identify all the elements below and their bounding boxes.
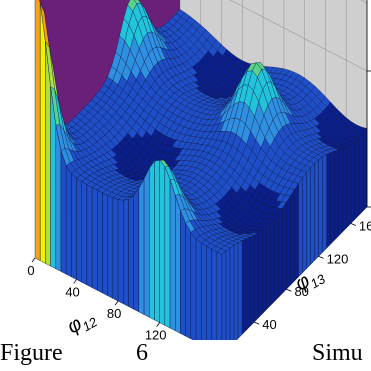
surface-side xyxy=(322,154,327,253)
surface-side xyxy=(274,213,279,303)
surface-mesh xyxy=(34,0,368,356)
x-axis-label: φ12 xyxy=(64,305,101,341)
y-tick-label: 120 xyxy=(327,251,349,266)
x-tick-mark xyxy=(73,279,77,284)
caption-figure-number: 6 xyxy=(136,340,148,366)
x-tick-mark xyxy=(114,300,119,306)
x-tick-label: 80 xyxy=(107,306,121,321)
surface-side xyxy=(185,222,192,340)
z-axis-ticks: 0.00.20.4 xyxy=(366,0,371,208)
surface-side xyxy=(123,199,129,307)
surface-side xyxy=(138,178,145,315)
caption-figure-word: Figure xyxy=(0,340,63,366)
surface-side xyxy=(262,227,267,315)
surface-side xyxy=(180,210,186,337)
surface-side xyxy=(258,230,263,319)
y-tick-mark xyxy=(286,288,292,292)
y-axis-ticks: 40 80 120 160 xyxy=(254,218,371,332)
surface-side xyxy=(201,242,207,348)
caption-next-word: Simu xyxy=(312,340,363,366)
surface-side xyxy=(133,187,140,313)
y-tick-label: 160 xyxy=(359,218,371,233)
surface-side xyxy=(330,150,335,245)
surface-side xyxy=(117,199,124,305)
surface-side xyxy=(55,124,62,272)
surface-side xyxy=(249,234,255,327)
surface-side xyxy=(362,127,368,212)
surface-side xyxy=(306,166,311,270)
surface-side xyxy=(34,0,41,262)
surface-side xyxy=(164,166,171,329)
surface-side xyxy=(338,148,344,237)
surface-side xyxy=(175,195,181,334)
surface-side xyxy=(342,146,348,233)
y-tick-label: 40 xyxy=(262,317,276,332)
surface-side xyxy=(286,195,291,290)
surface-side xyxy=(76,177,82,283)
surface-side xyxy=(39,3,46,264)
surface-side xyxy=(65,164,72,278)
surface-side xyxy=(302,171,307,274)
surface-side xyxy=(237,240,243,340)
surface-side xyxy=(314,159,319,261)
surface-side xyxy=(102,192,108,297)
surface-side xyxy=(245,236,251,331)
y-tick-mark xyxy=(254,321,260,325)
x-tick-label: 120 xyxy=(145,328,167,343)
surface-side xyxy=(229,244,235,348)
surface-side xyxy=(143,168,150,318)
surface-side xyxy=(310,162,315,266)
surface-side xyxy=(298,177,303,278)
surface-side xyxy=(254,232,259,323)
surface-side xyxy=(354,138,360,220)
surface-side xyxy=(97,189,103,294)
surface-side xyxy=(91,187,98,291)
surface-side xyxy=(211,248,218,353)
y-tick-label: 80 xyxy=(294,284,308,299)
surface-side xyxy=(334,149,340,241)
surface-side xyxy=(206,246,212,350)
surface-side xyxy=(71,173,77,280)
x-tick-mark xyxy=(156,322,160,327)
y-tick-mark xyxy=(318,255,324,259)
surface-side xyxy=(282,201,287,294)
surface-side xyxy=(107,195,114,299)
surface-side xyxy=(195,238,202,345)
surface-side xyxy=(318,156,323,257)
surface-side xyxy=(159,159,166,326)
surface-side xyxy=(190,231,197,342)
surface-side xyxy=(290,188,295,286)
surface-side xyxy=(81,181,88,286)
surface-side xyxy=(278,207,283,298)
surface-side xyxy=(154,159,160,323)
surface-side xyxy=(241,238,247,335)
surface-side xyxy=(358,133,364,216)
figure-caption: Figure 6 Simu xyxy=(0,340,371,366)
wall-gridline xyxy=(229,0,368,72)
surface-side xyxy=(128,195,134,310)
surface-side xyxy=(266,223,271,311)
surface-side xyxy=(225,247,231,352)
surface-side xyxy=(326,152,331,249)
surface-side xyxy=(270,218,275,307)
x-tick-mark xyxy=(31,257,36,263)
surface-side xyxy=(294,182,299,282)
surface-side xyxy=(112,197,119,302)
surface-side xyxy=(169,179,176,332)
y-tick-mark xyxy=(350,223,357,226)
surface-side xyxy=(350,141,356,224)
surface-side xyxy=(149,160,155,321)
surface-side xyxy=(233,242,239,344)
x-tick-label: 0 xyxy=(27,263,34,278)
surface-side xyxy=(60,150,67,275)
surface-side xyxy=(346,144,352,229)
surface-side xyxy=(86,184,93,288)
x-tick-label: 40 xyxy=(65,285,79,300)
